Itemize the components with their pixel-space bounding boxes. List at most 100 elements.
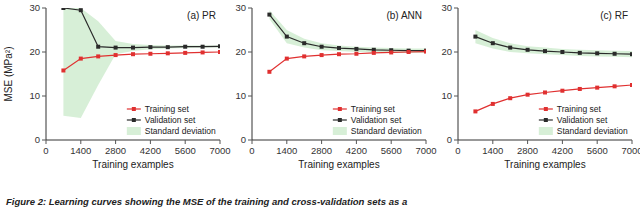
plot-area <box>61 8 220 118</box>
x-axis-label: Training examples <box>92 159 173 170</box>
legend-label: Validation set <box>145 115 196 125</box>
marker <box>424 49 426 53</box>
marker <box>285 35 289 39</box>
legend-label: Validation set <box>351 115 402 125</box>
x-tick-label: 5600 <box>587 145 608 156</box>
y-tick <box>42 8 46 9</box>
marker <box>201 45 205 49</box>
marker <box>302 54 306 58</box>
y-axis-line <box>458 8 459 140</box>
x-tick <box>562 140 563 144</box>
plot-area <box>473 30 632 113</box>
y-axis-label: MSE (MPa²) <box>3 47 14 102</box>
x-tick <box>321 140 322 144</box>
panel-label: (a) PR <box>187 10 216 21</box>
x-tick-label: 2800 <box>105 145 126 156</box>
panel: 0140028004200560070000102030Training exa… <box>235 2 436 170</box>
y-tick-label: 20 <box>441 46 452 57</box>
y-tick-label: 0 <box>447 134 452 145</box>
y-tick <box>248 140 252 141</box>
legend-swatch <box>127 127 141 135</box>
panel-label: (c) RF <box>600 10 628 21</box>
x-tick-label: 1400 <box>70 145 91 156</box>
x-tick-label: 4200 <box>346 145 367 156</box>
marker <box>491 41 495 45</box>
y-tick-label: 30 <box>235 2 246 13</box>
legend-label: Training set <box>145 104 190 114</box>
marker <box>491 102 495 106</box>
legend: Training setValidation setStandard devia… <box>127 104 216 136</box>
series-line <box>475 85 632 111</box>
marker <box>424 50 426 54</box>
marker <box>131 46 135 50</box>
marker <box>508 46 512 50</box>
marker <box>302 41 306 45</box>
marker <box>543 90 547 94</box>
axes: 0140028004200560070000102030 <box>235 2 436 156</box>
marker <box>96 45 100 49</box>
x-axis-line <box>458 140 632 141</box>
marker <box>526 93 530 97</box>
marker <box>595 51 599 55</box>
marker <box>285 57 289 61</box>
axes: 0140028004200560070000102030 <box>29 2 230 156</box>
x-tick-label: 4200 <box>140 145 161 156</box>
marker <box>114 46 118 50</box>
legend-swatch <box>333 127 347 135</box>
y-tick-label: 30 <box>29 2 40 13</box>
x-tick-label: 7000 <box>621 145 640 156</box>
marker <box>320 45 324 49</box>
x-tick-label: 0 <box>455 145 460 156</box>
marker <box>578 87 582 91</box>
marker <box>201 50 205 54</box>
y-tick <box>454 140 458 141</box>
marker <box>320 53 324 57</box>
legend-swatch <box>539 127 553 135</box>
legend-label: Training set <box>351 104 396 114</box>
y-tick <box>42 140 46 141</box>
y-tick-label: 10 <box>235 90 246 101</box>
y-tick-label: 30 <box>441 2 452 13</box>
x-tick <box>391 140 392 144</box>
legend: Training setValidation setStandard devia… <box>333 104 422 136</box>
legend-marker <box>132 118 136 122</box>
marker <box>183 51 187 55</box>
marker <box>79 8 83 12</box>
marker <box>337 46 341 50</box>
marker <box>508 96 512 100</box>
x-tick <box>46 140 47 144</box>
x-tick <box>185 140 186 144</box>
y-tick-label: 10 <box>29 90 40 101</box>
marker <box>114 53 118 57</box>
marker <box>389 50 393 54</box>
legend-marker <box>338 107 342 111</box>
y-tick-label: 20 <box>235 46 246 57</box>
x-tick-label: 1400 <box>276 145 297 156</box>
x-tick <box>458 140 459 144</box>
series-line <box>269 52 426 72</box>
marker <box>148 52 152 56</box>
x-tick <box>115 140 116 144</box>
y-tick <box>454 8 458 9</box>
x-tick-label: 4200 <box>552 145 573 156</box>
std-band <box>475 30 632 57</box>
panel: 0140028004200560070000102030Training exa… <box>441 2 640 170</box>
legend-label: Standard deviation <box>351 126 422 136</box>
legend-marker <box>132 107 136 111</box>
marker <box>148 45 152 49</box>
marker <box>560 50 564 54</box>
legend-marker <box>338 118 342 122</box>
panel-label: (b) ANN <box>386 10 422 21</box>
marker <box>630 52 632 56</box>
y-tick-label: 10 <box>441 90 452 101</box>
x-tick-label: 2800 <box>311 145 332 156</box>
panel: 0140028004200560070000102030Training exa… <box>3 2 231 170</box>
y-tick <box>454 52 458 53</box>
legend-marker <box>544 107 548 111</box>
x-tick <box>252 140 253 144</box>
y-tick <box>42 96 46 97</box>
x-tick <box>632 140 633 144</box>
y-tick-label: 0 <box>35 134 40 145</box>
marker <box>218 50 220 54</box>
x-tick-label: 1400 <box>482 145 503 156</box>
